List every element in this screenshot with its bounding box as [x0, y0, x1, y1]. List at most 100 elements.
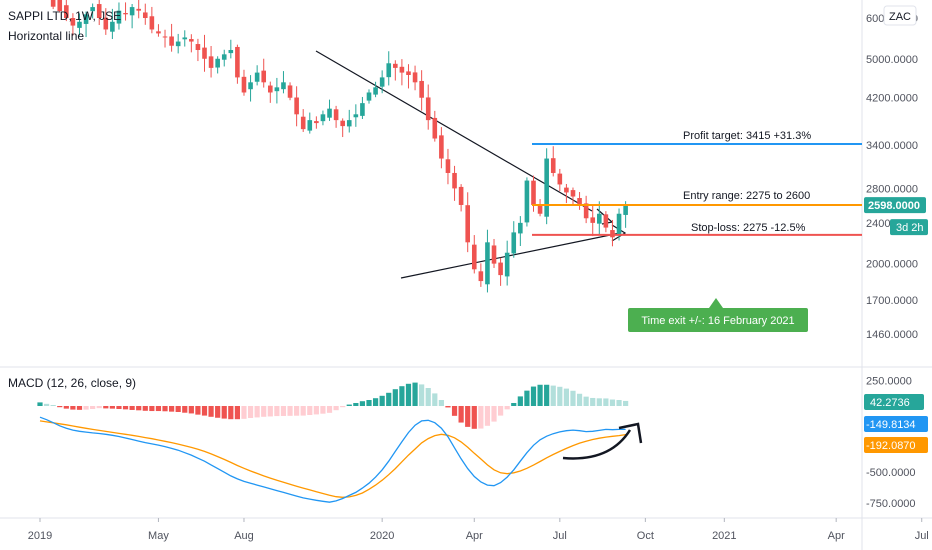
candle-body: [550, 158, 556, 173]
price-tick-label: 1700.0000: [866, 295, 918, 307]
price-tick-label: 3400.0000: [866, 140, 918, 152]
histogram-bar: [234, 406, 240, 420]
histogram-bar: [50, 405, 56, 406]
histogram-bar: [313, 406, 319, 415]
time-exit-callout[interactable]: Time exit +/-: 16 February 2021: [628, 298, 808, 332]
histogram-bar: [550, 385, 556, 406]
histogram-bar: [294, 406, 300, 416]
currency-badge[interactable]: [883, 5, 917, 26]
histogram-bar: [103, 406, 109, 409]
candle-body: [96, 4, 102, 18]
price-tick-label: 5000.0000: [866, 54, 918, 66]
candle-body: [182, 37, 188, 40]
histogram-bar: [215, 406, 221, 418]
candle-body: [83, 14, 89, 24]
candle-body: [268, 85, 273, 93]
candle-body: [478, 271, 484, 282]
lower-trendline[interactable]: [400, 232, 621, 279]
histogram-bar: [576, 393, 583, 406]
histogram-bar: [287, 406, 293, 416]
histogram-bar: [405, 383, 412, 406]
time-tick-label: Jul: [553, 530, 567, 542]
histogram-bar: [136, 406, 142, 411]
candle-body: [156, 31, 161, 34]
hist-value: 42.2736: [870, 397, 910, 409]
histogram-bar: [399, 386, 405, 406]
histogram-bar: [353, 403, 359, 406]
candle-body: [50, 0, 56, 7]
candle-body: [149, 16, 155, 30]
histogram-bar: [175, 406, 181, 412]
candle-body: [366, 92, 372, 101]
histogram-bar: [155, 406, 162, 412]
histogram-bar: [478, 406, 484, 429]
histogram-bar: [484, 406, 491, 426]
candle-body: [340, 120, 345, 127]
histogram-bar: [465, 406, 471, 427]
time-tick-label: Apr: [466, 530, 483, 542]
candle-body: [537, 204, 543, 214]
candle-body: [498, 262, 503, 276]
histogram-bar: [425, 388, 431, 406]
candle-body: [228, 49, 234, 54]
candle-body: [64, 5, 69, 18]
time-tick-label: Aug: [234, 530, 254, 542]
macd-line[interactable]: [39, 416, 626, 503]
histogram-bar: [116, 406, 122, 409]
histogram-bar: [623, 400, 629, 406]
time-axis[interactable]: 2019 May Aug 2020 Apr Jul Oct 2021 Apr Jul: [28, 518, 929, 542]
macd-tick-label: 250.0000: [866, 376, 912, 388]
candle-body: [254, 72, 260, 82]
candles[interactable]: [50, 0, 628, 293]
time-exit-box[interactable]: [628, 298, 808, 332]
candle-body: [360, 103, 365, 116]
histogram-bar: [557, 386, 563, 406]
candle-body: [320, 114, 326, 122]
trendlines[interactable]: [315, 50, 627, 279]
time-tick-label: May: [148, 530, 169, 542]
candle-body: [353, 114, 359, 118]
histogram-bar: [432, 393, 438, 406]
last-price-value: 2598.0000: [868, 200, 920, 212]
candle-body: [590, 217, 596, 223]
candle-body: [123, 13, 128, 15]
macd-axis[interactable]: 250.0000 -500.0000 -750.0000: [866, 376, 916, 510]
horizontal-lines[interactable]: Profit target: 3415 +31.3% Entry range: …: [532, 130, 862, 236]
entry-range-label: Entry range: 2275 to 2600: [683, 190, 810, 202]
candle-body: [195, 44, 201, 50]
candle-body: [90, 7, 95, 12]
countdown-value: 3d 2h: [896, 222, 924, 234]
candle-body: [412, 72, 418, 83]
macd-histogram[interactable]: [37, 382, 629, 429]
candle-body: [136, 8, 141, 11]
histogram-bar: [90, 406, 96, 409]
histogram-bar: [169, 406, 175, 412]
histogram-bar: [320, 406, 326, 414]
candle-body: [465, 205, 470, 243]
candle-body: [623, 205, 628, 215]
histogram-bar: [300, 406, 306, 416]
arrow-head-icon: [618, 422, 643, 444]
arrow-right-icon: [611, 224, 627, 242]
candle-body: [300, 116, 306, 130]
candle-body: [445, 159, 451, 173]
candle-body: [419, 80, 424, 98]
candle-body: [327, 108, 332, 118]
price-axis[interactable]: 1460.00001700.00002000.00002400.00002800…: [866, 13, 918, 341]
histogram-bar: [471, 406, 477, 429]
histogram-bar: [70, 406, 76, 410]
histogram-bar: [451, 406, 458, 416]
time-tick-label: 2019: [28, 530, 52, 542]
candle-body: [485, 242, 490, 285]
candle-body: [235, 46, 240, 78]
candle-body: [504, 252, 510, 277]
currency-label: ZAC: [889, 11, 911, 23]
candle-body: [129, 7, 135, 16]
candle-body: [386, 63, 392, 78]
signal-line[interactable]: [39, 420, 626, 498]
histogram-bar: [372, 398, 379, 406]
histogram-bar: [149, 406, 155, 412]
candle-body: [471, 244, 477, 270]
candle-body: [57, 0, 63, 12]
